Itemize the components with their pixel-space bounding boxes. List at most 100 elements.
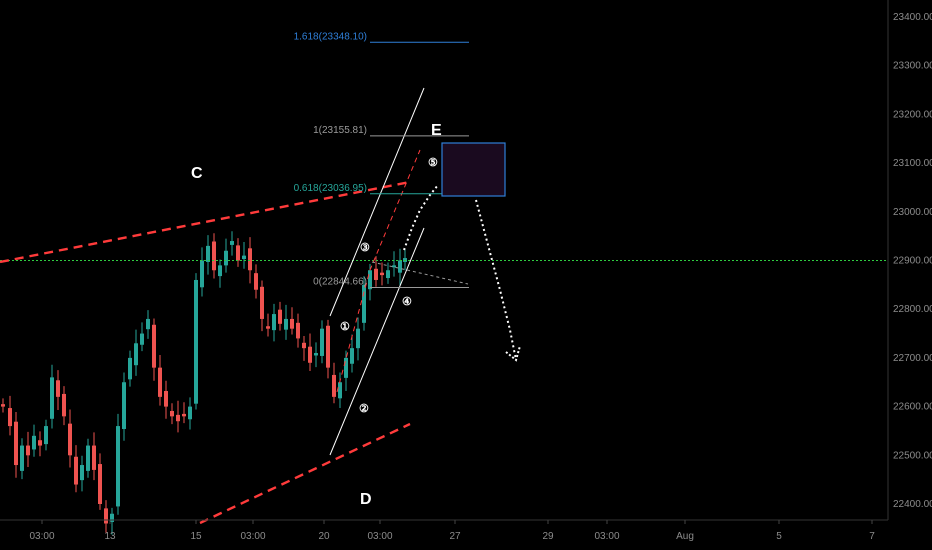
y-tick-label: 22700.00: [893, 353, 932, 364]
y-tick-label: 23400.00: [893, 12, 932, 23]
wave-label-1: ①: [340, 321, 350, 333]
channel-white-lower: [329, 227, 425, 456]
candle-body: [32, 435, 36, 450]
candle-body: [206, 245, 210, 262]
candle-body: [140, 333, 144, 345]
candle-body: [392, 265, 396, 268]
candle-body: [74, 456, 78, 485]
candle-body: [362, 284, 366, 323]
candle-body: [38, 440, 42, 446]
candle-body: [386, 270, 390, 279]
candle-body: [398, 260, 402, 273]
candle-body: [218, 265, 222, 277]
candle-body: [164, 391, 168, 407]
x-tick-label: 29: [542, 531, 554, 542]
candle-body: [134, 343, 138, 366]
candle-body: [8, 408, 12, 427]
x-tick-label: 03:00: [594, 531, 619, 542]
candle-body: [50, 377, 54, 419]
candle-body: [26, 445, 30, 456]
fib-label-1618: 1.618(23348.10): [294, 31, 367, 42]
candle-body: [302, 342, 306, 349]
structure-label-e: E: [431, 122, 442, 139]
projection-path: [403, 184, 439, 251]
candle-body: [374, 268, 378, 280]
projection-arrow: [505, 345, 521, 362]
candle-body: [308, 346, 312, 363]
candle-body: [98, 464, 102, 504]
candle-body: [212, 241, 216, 271]
candle-body: [44, 426, 48, 445]
x-tick-label: 03:00: [367, 531, 392, 542]
y-tick-label: 23000.00: [893, 207, 932, 218]
candle-body: [248, 248, 252, 271]
candle-body: [14, 421, 18, 466]
candle-body: [110, 513, 114, 523]
candle-body: [260, 286, 264, 319]
fib-label-0618: 0.618(23036.95): [294, 183, 367, 194]
target-box: [441, 142, 506, 197]
candle-body: [224, 250, 228, 266]
candle-body: [122, 382, 126, 430]
fib-label-1: 1(23155.81): [313, 125, 367, 136]
fib-label-0: 0(22844.66): [313, 276, 367, 287]
y-tick-label: 23200.00: [893, 109, 932, 120]
candle-body: [368, 270, 372, 290]
candle-body: [92, 445, 96, 470]
y-tick-label: 23100.00: [893, 158, 932, 169]
x-tick-label: 15: [190, 531, 202, 542]
candle-body: [194, 279, 198, 404]
x-axis-ticks: 03:00 13 15 03:00 20 03:00 27 29 03:00 Aug 5 7: [29, 520, 875, 542]
candle-body: [62, 393, 66, 417]
x-tick-label: 27: [449, 531, 461, 542]
candle-body: [284, 318, 288, 330]
wave-label-4: ④: [402, 296, 412, 308]
candle-body: [1, 404, 5, 407]
candle-body: [56, 380, 60, 397]
candle-body: [266, 326, 270, 329]
candle-body: [254, 273, 258, 290]
candle-body: [326, 325, 330, 368]
candle-body: [152, 324, 156, 368]
y-axis-ticks: 22400.00 22500.00 22600.00 22700.00 22800.00…: [893, 12, 932, 510]
candle-body: [344, 357, 348, 378]
projection-path-down: [475, 199, 517, 361]
wave-label-3: ③: [360, 242, 370, 254]
candle-body: [320, 328, 324, 356]
candle-body: [296, 322, 300, 339]
wave-label-5: ⑤: [428, 157, 438, 169]
candle-body: [170, 410, 174, 417]
y-tick-label: 22800.00: [893, 304, 932, 315]
triangle-line: [371, 261, 469, 285]
candles-series: [1, 231, 407, 535]
candle-body: [272, 314, 276, 331]
x-tick-label: 03:00: [29, 531, 54, 542]
channel-white-upper: [329, 87, 425, 317]
candle-body: [332, 374, 336, 397]
channel-upper-line: [0, 180, 411, 264]
candle-body: [80, 465, 84, 481]
candle-body: [146, 318, 150, 330]
y-tick-label: 22900.00: [893, 256, 932, 267]
candle-body: [176, 414, 180, 422]
candle-body: [104, 508, 108, 524]
x-tick-label: 20: [318, 531, 330, 542]
candle-body: [236, 245, 240, 261]
structure-label-c: C: [191, 165, 203, 182]
candle-body: [380, 272, 384, 276]
y-tick-label: 23300.00: [893, 61, 932, 72]
candle-body: [188, 406, 192, 420]
candle-body: [182, 413, 186, 417]
x-tick-label: 13: [104, 531, 116, 542]
candle-body: [116, 426, 120, 507]
wave-path: [336, 149, 421, 393]
candle-body: [68, 423, 72, 456]
candle-body: [242, 255, 246, 260]
candle-body: [290, 318, 294, 329]
x-tick-label: 7: [869, 531, 875, 542]
y-tick-label: 22600.00: [893, 402, 932, 413]
candle-body: [314, 353, 318, 356]
candle-body: [20, 445, 24, 471]
